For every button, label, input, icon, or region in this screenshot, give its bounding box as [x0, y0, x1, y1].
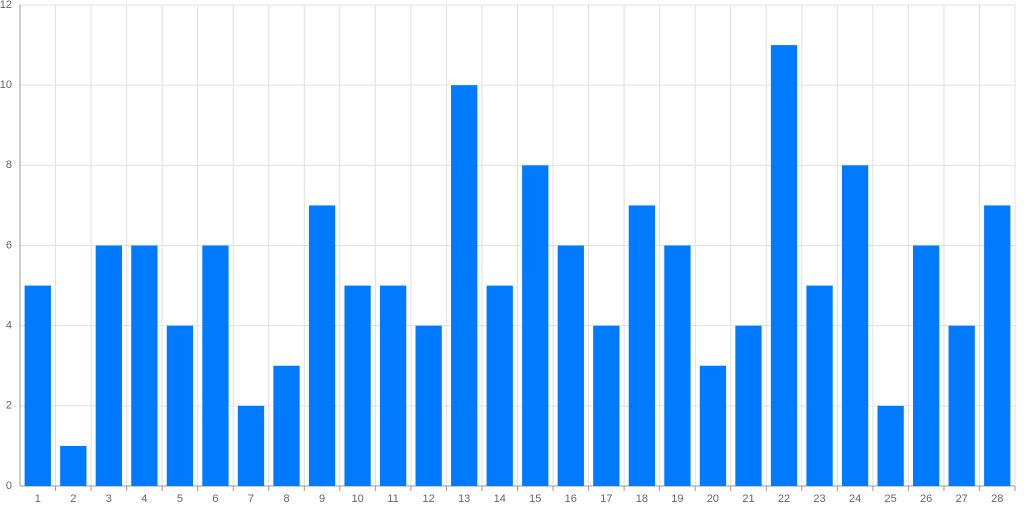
x-tick-label: 8 [283, 493, 289, 505]
bar [415, 325, 442, 486]
y-tick-label: 4 [6, 320, 12, 332]
bar [806, 285, 833, 486]
x-tick-label: 20 [707, 493, 719, 505]
bar [699, 365, 727, 486]
x-tick-label: 28 [991, 493, 1003, 505]
x-tick-label: 3 [106, 493, 112, 505]
bar [273, 365, 300, 486]
bar [948, 325, 975, 486]
bar [770, 45, 798, 486]
x-tick-label: 15 [529, 493, 541, 505]
x-tick-label: 2 [70, 493, 76, 505]
x-tick-label: 16 [565, 493, 577, 505]
bar [60, 445, 87, 486]
x-tick-label: 5 [177, 493, 183, 505]
bar [344, 285, 371, 486]
bar [237, 405, 265, 486]
x-tick-label: 26 [920, 493, 932, 505]
x-tick-label: 1 [35, 493, 41, 505]
bar [451, 85, 478, 487]
bar [593, 325, 620, 486]
bar [486, 285, 513, 486]
bar [877, 405, 904, 486]
bar [628, 205, 656, 486]
x-tick-label: 6 [212, 493, 218, 505]
x-tick-label: 4 [141, 493, 147, 505]
x-tick-label: 17 [600, 493, 612, 505]
y-tick-label: 0 [6, 480, 12, 492]
x-tick-label: 14 [494, 493, 506, 505]
x-tick-label: 25 [885, 493, 897, 505]
x-tick-label: 11 [387, 493, 398, 505]
bar [664, 245, 691, 486]
y-tick-label: 6 [6, 239, 12, 251]
bar [557, 245, 584, 486]
x-tick-label: 22 [778, 493, 790, 505]
x-tick-label: 19 [671, 493, 683, 505]
bar [984, 205, 1011, 486]
bar [308, 205, 336, 486]
x-tick-label: 23 [813, 493, 825, 505]
y-tick-label: 2 [6, 400, 12, 412]
bar [131, 245, 158, 486]
x-tick-label: 27 [956, 493, 968, 505]
x-tick-label: 18 [636, 493, 648, 505]
bar [202, 245, 229, 486]
bar [166, 325, 194, 486]
bar [24, 285, 51, 486]
x-tick-label: 12 [423, 493, 435, 505]
x-tick-label: 7 [248, 493, 254, 505]
bar [522, 165, 549, 487]
y-tick-label: 10 [0, 79, 12, 91]
bar [913, 245, 940, 486]
y-tick-label: 12 [0, 0, 12, 11]
bar [841, 165, 869, 487]
y-tick-label: 8 [6, 159, 12, 171]
bar [735, 325, 762, 486]
x-tick-label: 13 [458, 493, 470, 505]
x-tick-label: 21 [742, 493, 754, 505]
x-tick-label: 24 [849, 493, 861, 505]
x-tick-label: 10 [351, 493, 363, 505]
bar [379, 285, 407, 486]
x-tick-label: 9 [319, 493, 325, 505]
bar [95, 245, 122, 486]
